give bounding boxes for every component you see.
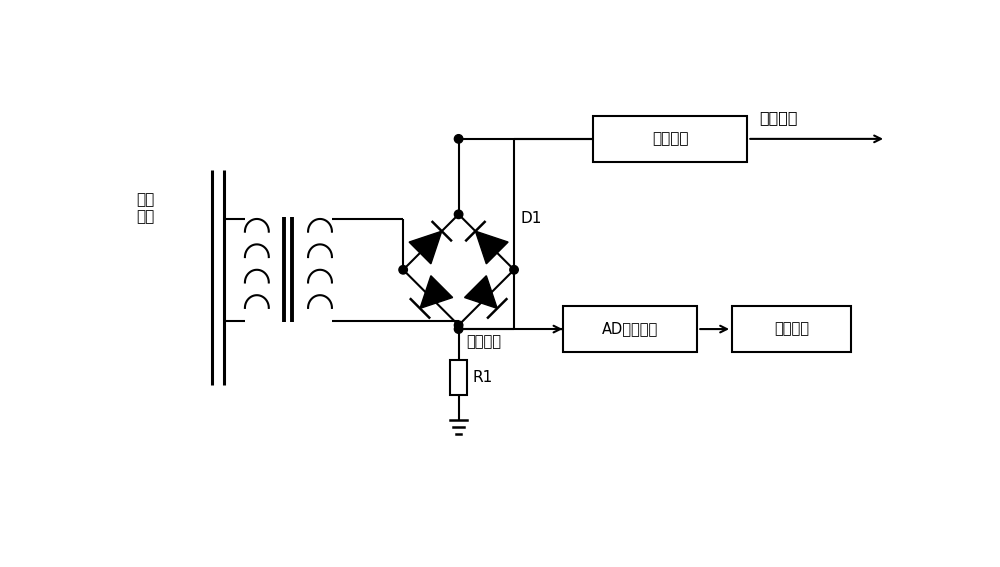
Circle shape	[454, 210, 463, 218]
Circle shape	[454, 325, 463, 333]
Text: 控制电路: 控制电路	[774, 321, 809, 337]
Text: 供电电源: 供电电源	[759, 110, 797, 125]
Bar	[732, 306, 851, 352]
Circle shape	[510, 265, 518, 274]
Polygon shape	[465, 276, 497, 308]
Circle shape	[454, 321, 463, 329]
Polygon shape	[420, 276, 453, 308]
Text: R1: R1	[472, 370, 493, 385]
Text: 一次
母线: 一次 母线	[137, 192, 155, 225]
Bar	[593, 116, 747, 162]
Text: 稳压电路: 稳压电路	[652, 132, 689, 146]
Bar	[450, 360, 467, 395]
Circle shape	[399, 265, 407, 274]
Polygon shape	[475, 231, 508, 264]
Polygon shape	[409, 231, 442, 264]
Circle shape	[454, 134, 463, 143]
Text: D1: D1	[520, 211, 542, 226]
Text: 采样信号: 采样信号	[466, 335, 501, 349]
Text: AD转换电路: AD转换电路	[602, 321, 658, 337]
Bar	[563, 306, 697, 352]
